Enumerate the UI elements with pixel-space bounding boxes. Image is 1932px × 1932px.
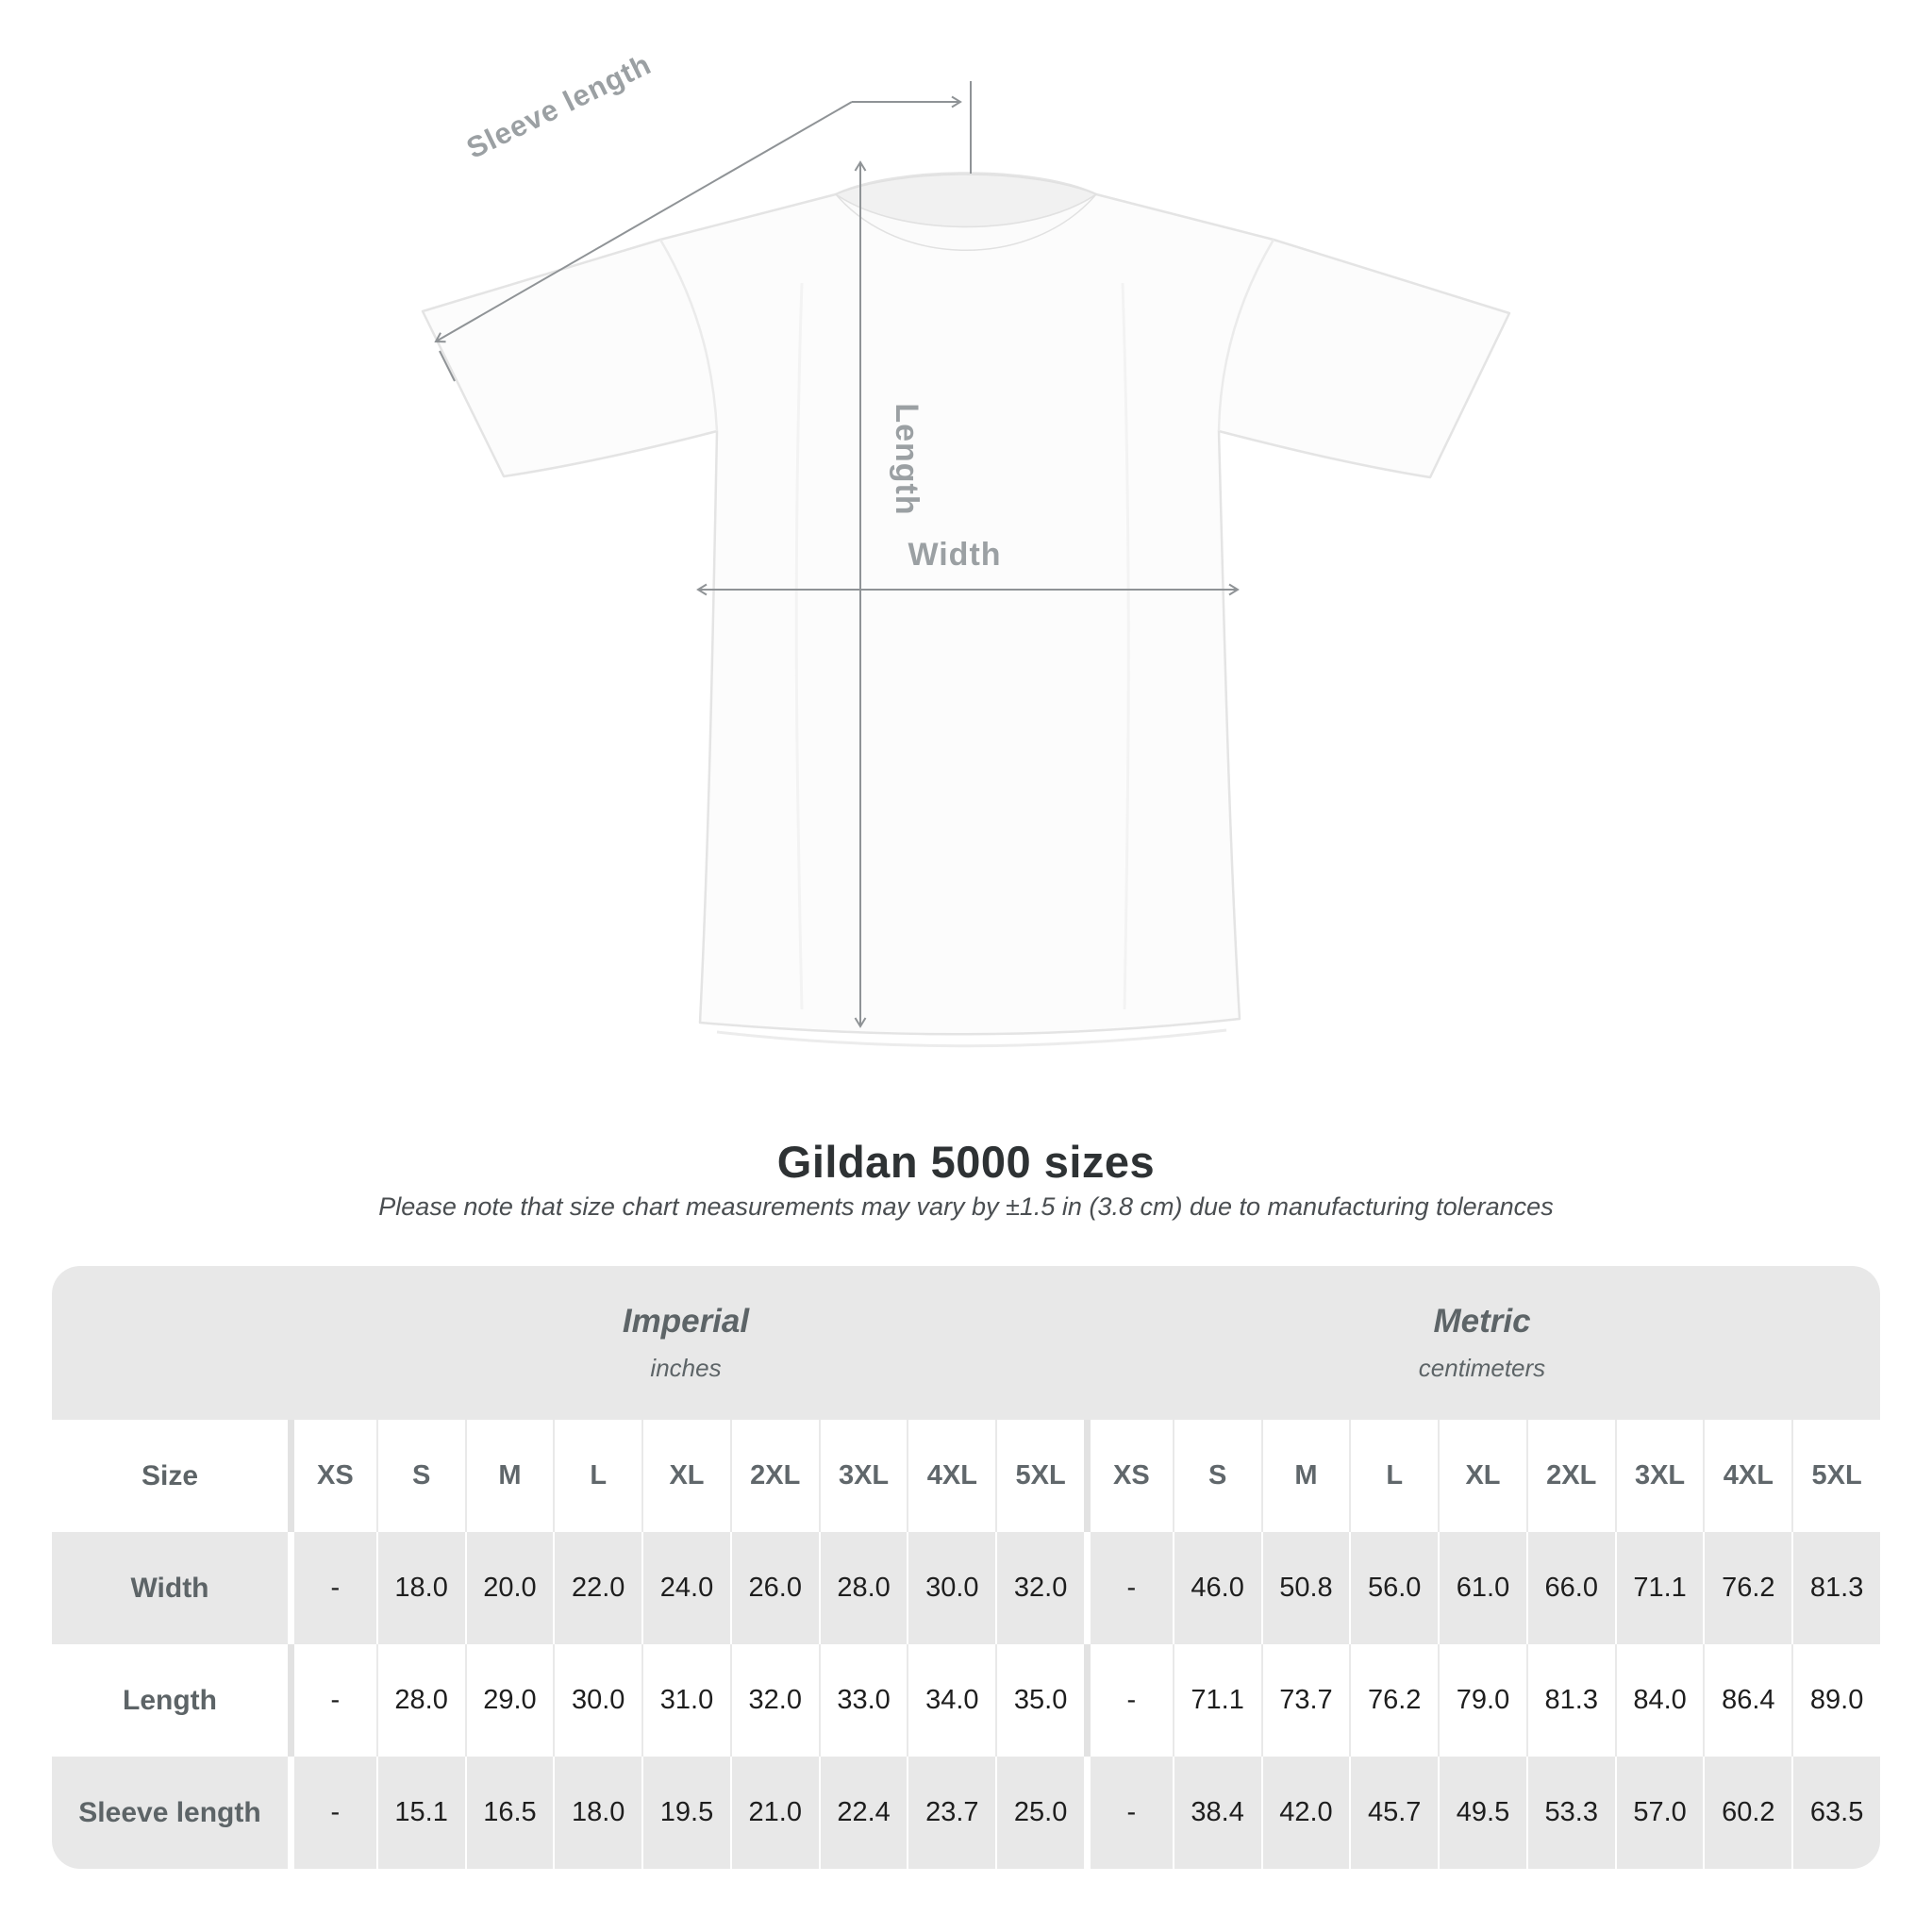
value-cell: - — [1084, 1757, 1173, 1869]
value-cell: 18.0 — [553, 1757, 641, 1869]
table-row: Sleeve length -15.1 16.5 18.0 19.5 21.0 22.4 23… — [52, 1757, 1880, 1869]
size-col-header: 2XL — [1525, 1420, 1615, 1532]
value-cell: - — [288, 1757, 376, 1869]
value-cell: 30.0 — [553, 1644, 641, 1757]
size-col-header: XS — [288, 1420, 376, 1532]
value-cell: 29.0 — [464, 1644, 554, 1757]
size-col-header: M — [464, 1420, 554, 1532]
sleeve-length-arrow — [434, 81, 972, 382]
value-cell: 79.0 — [1438, 1644, 1526, 1757]
value-cell: 71.1 — [1172, 1644, 1261, 1757]
value-cell: 45.7 — [1349, 1757, 1438, 1869]
value-cell: 20.0 — [464, 1532, 554, 1644]
value-cell: 22.4 — [818, 1757, 908, 1869]
value-cell: 42.0 — [1260, 1757, 1350, 1869]
size-col-header: 5XL — [1791, 1420, 1880, 1532]
value-cell: 84.0 — [1614, 1644, 1704, 1757]
value-cell: 81.3 — [1791, 1532, 1880, 1644]
row-label: Width — [130, 1572, 209, 1604]
size-col-header: XS — [1084, 1420, 1173, 1532]
sleeve-length-label: Sleeve length — [461, 47, 657, 165]
page-title: Gildan 5000 sizes — [776, 1137, 1156, 1187]
table-header-row: Size XS S M L XL 2XL 3XL 4XL 5XL XS S M L XL 2XL 3XL 4XL… — [52, 1420, 1880, 1532]
page-subtitle: Please note that size chart measurements… — [378, 1192, 1554, 1221]
table-row: Width -18.0 20.0 22.0 24.0 26.0 28.0 30.0 32.0-4… — [52, 1532, 1880, 1644]
value-cell: 15.1 — [375, 1757, 465, 1869]
value-cell: - — [288, 1532, 376, 1644]
size-col-header: XL — [641, 1420, 730, 1532]
value-cell: 66.0 — [1525, 1532, 1615, 1644]
value-cell: - — [1084, 1644, 1173, 1757]
value-cell: 89.0 — [1791, 1644, 1880, 1757]
value-cell: 76.2 — [1703, 1532, 1791, 1644]
tshirt-measurement-diagram: Sleeve length Length Width — [421, 47, 1511, 1048]
size-col-header: XL — [1438, 1420, 1526, 1532]
unit-group-unit: centimeters — [1418, 1354, 1546, 1382]
value-cell: 22.0 — [553, 1532, 641, 1644]
row-label: Sleeve length — [78, 1796, 261, 1828]
value-cell: 71.1 — [1614, 1532, 1704, 1644]
size-table: Imperial inches Metric centimeters Size … — [52, 1266, 1880, 1869]
value-cell: 34.0 — [907, 1644, 995, 1757]
table-row: Length -28.0 29.0 30.0 31.0 32.0 33.0 34.0 35.0-… — [52, 1644, 1880, 1757]
size-col-header: S — [1172, 1420, 1261, 1532]
value-cell: 25.0 — [995, 1757, 1084, 1869]
value-cell: 35.0 — [995, 1644, 1084, 1757]
value-cell: 28.0 — [375, 1644, 465, 1757]
value-cell: 32.0 — [729, 1644, 819, 1757]
table-rows: Width -18.0 20.0 22.0 24.0 26.0 28.0 30.0 32.0-4… — [52, 1532, 1880, 1869]
value-cell: - — [288, 1644, 376, 1757]
value-cell: 30.0 — [907, 1532, 995, 1644]
size-col-header: M — [1260, 1420, 1350, 1532]
value-cell: 31.0 — [641, 1644, 730, 1757]
value-cell: 46.0 — [1172, 1532, 1261, 1644]
size-col-header: 3XL — [1614, 1420, 1704, 1532]
value-cell: 50.8 — [1260, 1532, 1350, 1644]
value-cell: 73.7 — [1260, 1644, 1350, 1757]
tshirt-graphic: Sleeve length Length Width — [421, 47, 1511, 1048]
value-cell: 38.4 — [1172, 1757, 1261, 1869]
value-cell: 26.0 — [729, 1532, 819, 1644]
value-cell: 49.5 — [1438, 1757, 1526, 1869]
value-cell: 24.0 — [641, 1532, 730, 1644]
value-cell: 16.5 — [464, 1757, 554, 1869]
value-cell: 23.7 — [907, 1757, 995, 1869]
value-cell: 63.5 — [1791, 1757, 1880, 1869]
value-cell: 86.4 — [1703, 1644, 1791, 1757]
size-col-header: 4XL — [1703, 1420, 1791, 1532]
size-col-header: 3XL — [818, 1420, 908, 1532]
size-col-header: S — [375, 1420, 465, 1532]
value-cell: 18.0 — [375, 1532, 465, 1644]
value-cell: 33.0 — [818, 1644, 908, 1757]
value-cell: 76.2 — [1349, 1644, 1438, 1757]
value-cell: 60.2 — [1703, 1757, 1791, 1869]
value-cell: 28.0 — [818, 1532, 908, 1644]
value-cell: 21.0 — [729, 1757, 819, 1869]
value-cell: 32.0 — [995, 1532, 1084, 1644]
length-label: Length — [889, 403, 924, 515]
row-label: Length — [123, 1684, 217, 1716]
value-cell: 81.3 — [1525, 1644, 1615, 1757]
size-col-header: 4XL — [907, 1420, 995, 1532]
units-band: Imperial inches Metric centimeters — [52, 1266, 1880, 1420]
value-cell: 19.5 — [641, 1757, 730, 1869]
value-cell: 57.0 — [1614, 1757, 1704, 1869]
size-col-header: 2XL — [729, 1420, 819, 1532]
unit-group-unit: inches — [650, 1354, 722, 1382]
value-cell: 56.0 — [1349, 1532, 1438, 1644]
unit-group-name: Metric — [1433, 1303, 1531, 1340]
size-header: Size — [141, 1459, 199, 1491]
width-label: Width — [908, 537, 1001, 573]
unit-group-name: Imperial — [622, 1303, 750, 1340]
unit-group-metric: Metric centimeters — [1084, 1303, 1880, 1383]
unit-group-imperial: Imperial inches — [288, 1303, 1084, 1383]
value-cell: 53.3 — [1525, 1757, 1615, 1869]
tshirt-shape — [421, 172, 1511, 1048]
size-col-header: L — [1349, 1420, 1438, 1532]
size-col-header: 5XL — [995, 1420, 1084, 1532]
value-cell: - — [1084, 1532, 1173, 1644]
size-col-header: L — [553, 1420, 641, 1532]
value-cell: 61.0 — [1438, 1532, 1526, 1644]
